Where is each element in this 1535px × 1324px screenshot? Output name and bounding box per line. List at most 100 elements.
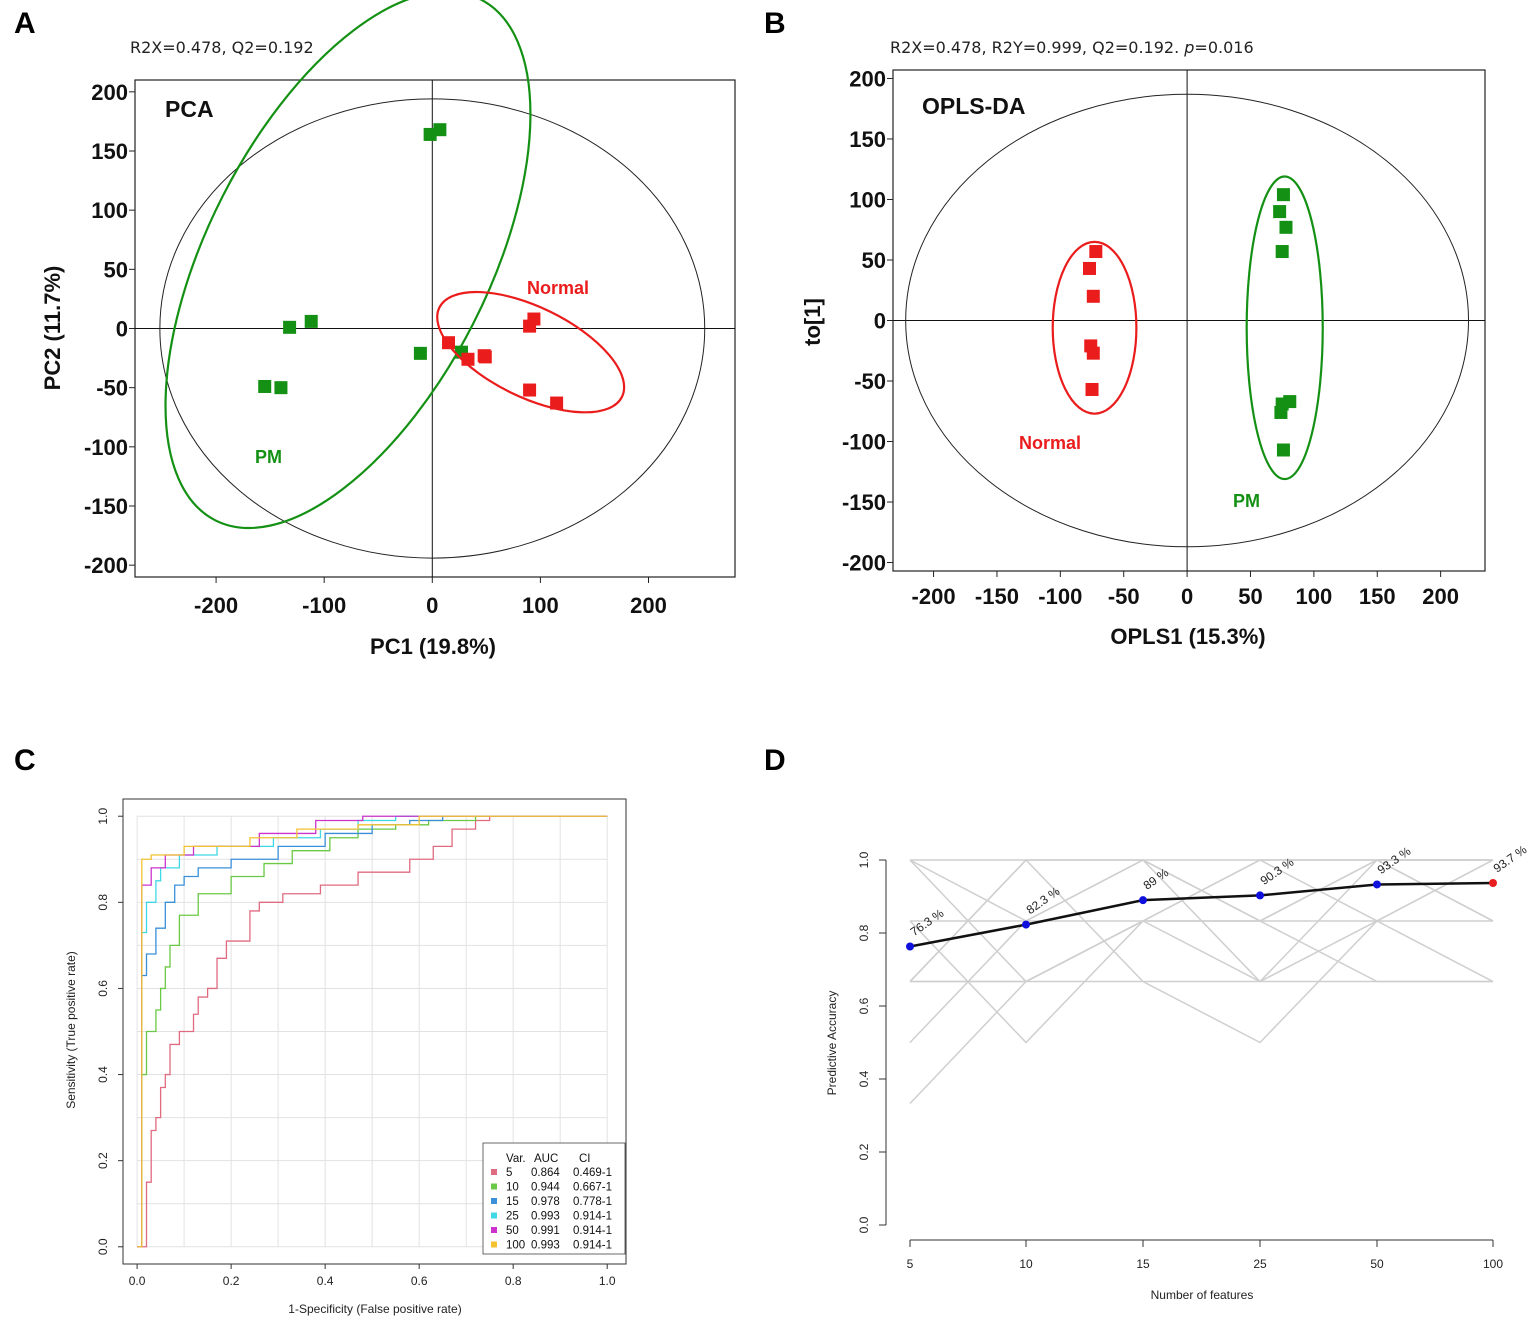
- oplsda-y-tick-label: -100: [842, 430, 886, 455]
- pca-normal-group-ellipse: [436, 290, 626, 414]
- oplsda-x-tick-label: 200: [1422, 584, 1459, 609]
- accuracy-value-label: 89 %: [1141, 865, 1172, 892]
- legend-auc-50: 0.991: [531, 1225, 560, 1237]
- legend-ci-15: 0.778-1: [573, 1196, 612, 1208]
- accuracy-y-tick-label: 0.6: [857, 997, 871, 1014]
- pca-x-tick-label: 100: [522, 593, 559, 618]
- cv-run-line: [909, 859, 1493, 1044]
- pca-normal-group-label: Normal: [527, 278, 589, 298]
- roc-y-tick-label: 0.2: [96, 1152, 110, 1169]
- pca-y-tick-label: 0: [116, 317, 128, 342]
- accuracy-x-tick-label: 10: [1019, 1257, 1033, 1271]
- accuracy-y-axis-label: Predictive Accuracy: [825, 991, 839, 1096]
- legend-header-ci: CI: [579, 1153, 591, 1165]
- oplsda-y-tick-label: -50: [854, 369, 886, 394]
- oplsda-x-tick-label: 100: [1296, 584, 1333, 609]
- mean-accuracy-line: [909, 881, 1494, 948]
- pca-y-tick-label: 150: [91, 139, 128, 164]
- pca-x-tick-label: -200: [194, 593, 238, 618]
- oplsda-normal-group-label: Normal: [1019, 433, 1081, 453]
- oplsda-pm-group-label: PM: [1233, 491, 1260, 511]
- cv-run-line: [909, 859, 1493, 983]
- oplsda-stats: R2X=0.478, R2Y=0.999, Q2=0.192. p=0.016: [890, 38, 1254, 57]
- roc-x-axis-label: 1-Specificity (False positive rate): [288, 1302, 461, 1316]
- oplsda-normal-point: [1082, 261, 1096, 275]
- legend-swatch-100: [491, 1241, 497, 1248]
- oplsda-x-tick-label: 0: [1181, 584, 1193, 609]
- pca-pm-point: [304, 314, 318, 328]
- pca-normal-point: [478, 350, 492, 364]
- oplsda-normal-point: [1086, 346, 1100, 360]
- oplsda-normal-point: [1086, 289, 1100, 303]
- accuracy-point: [1256, 891, 1264, 900]
- panel-letter-d: D: [764, 744, 786, 777]
- legend-var-100: 100: [506, 1240, 525, 1252]
- oplsda-y-tick-label: 50: [862, 248, 886, 273]
- legend-ci-50: 0.914-1: [573, 1225, 612, 1237]
- pca-normal-point: [527, 312, 541, 326]
- panel-letter-a: A: [14, 7, 36, 40]
- roc-plot-frame: [122, 798, 627, 1265]
- accuracy-y-tick-label: 0.4: [857, 1070, 871, 1087]
- roc-y-tick-label: 0.0: [96, 1238, 110, 1255]
- accuracy-x-tick-label: 5: [907, 1257, 914, 1271]
- oplsda-title: OPLS-DA: [922, 93, 1026, 119]
- oplsda-y-tick-label: -200: [842, 551, 886, 576]
- oplsda-x-tick-label: 50: [1238, 584, 1262, 609]
- accuracy-y-tick-label: 1.0: [857, 851, 871, 868]
- pca-x-tick-label: 200: [630, 593, 667, 618]
- roc-y-tick-label: 0.6: [96, 980, 110, 997]
- roc-curve-10-variables: [137, 815, 608, 1248]
- oplsda-pm-group-ellipse: [1245, 175, 1324, 481]
- roc-curve-100-variables: [137, 815, 608, 1248]
- legend-var-50: 50: [506, 1225, 519, 1237]
- pca-pm-group-label: PM: [255, 447, 282, 467]
- roc-legend-box: [482, 1142, 626, 1255]
- accuracy-x-tick-label: 50: [1370, 1257, 1384, 1271]
- best-accuracy-point: [1489, 878, 1497, 887]
- pca-x-tick-label: 0: [426, 593, 438, 618]
- roc-curve-50-variables: [137, 815, 608, 1248]
- oplsda-x-axis-label: OPLS1 (15.3%): [1110, 624, 1265, 649]
- legend-header-var: Var.: [506, 1153, 526, 1165]
- pca-normal-point: [461, 352, 475, 366]
- legend-ci-10: 0.667-1: [573, 1182, 612, 1194]
- pca-score-plot: R2X=0.478, Q2=0.192 PCA -200 -100 0 100 200 2…: [40, 0, 736, 659]
- accuracy-value-label: 76.3 %: [908, 906, 947, 939]
- legend-swatch-15: [491, 1198, 497, 1204]
- legend-var-10: 10: [506, 1182, 519, 1194]
- legend-auc-100: 0.993: [531, 1240, 560, 1252]
- oplsda-pm-point: [1274, 405, 1288, 419]
- legend-auc-5: 0.864: [531, 1167, 560, 1179]
- pca-y-tick-label: -100: [84, 435, 128, 460]
- oplsda-hotelling-ellipse: [905, 93, 1470, 548]
- pca-y-tick-label: -200: [84, 553, 128, 578]
- roc-legend: Var. AUC CI 5 0.864 0.469-1 10 0.944 0.667-1 1…: [482, 1142, 626, 1255]
- accuracy-y-tick-label: 0.2: [857, 1143, 871, 1160]
- legend-var-15: 15: [506, 1196, 519, 1208]
- pca-x-axis-label: PC1 (19.8%): [370, 634, 496, 659]
- accuracy-x-tick-label: 15: [1136, 1257, 1150, 1271]
- roc-y-tick-label: 0.4: [96, 1066, 110, 1083]
- oplsda-normal-point: [1089, 245, 1103, 259]
- pca-pm-point: [283, 320, 297, 334]
- oplsda-pm-point: [1276, 188, 1290, 202]
- oplsda-x-tick-label: -50: [1108, 584, 1140, 609]
- roc-curve-plot: 0.0 0.2 0.4 0.6 0.8 1.0 0.0 0.2 0.4 0.6 0.8 1.0 Var…: [64, 798, 627, 1316]
- legend-ci-5: 0.469-1: [573, 1167, 612, 1179]
- roc-y-tick-label: 0.8: [96, 894, 110, 911]
- legend-ci-100: 0.914-1: [573, 1240, 612, 1252]
- panel-letter-b: B: [764, 7, 786, 40]
- roc-x-tick-label: 0.4: [317, 1274, 334, 1288]
- roc-x-tick-label: 0.2: [223, 1274, 240, 1288]
- pca-pm-point: [413, 346, 427, 360]
- oplsda-pm-point: [1279, 220, 1293, 234]
- oplsda-y-tick-label: 150: [849, 127, 886, 152]
- oplsda-y-axis-label: to[1]: [800, 298, 825, 346]
- accuracy-y-tick-label: 0.8: [857, 924, 871, 941]
- roc-x-tick-label: 1.0: [599, 1274, 616, 1288]
- legend-auc-10: 0.944: [531, 1182, 560, 1194]
- roc-x-tick-label: 0.8: [505, 1274, 522, 1288]
- pca-normal-point: [442, 336, 456, 350]
- pca-pm-point: [274, 381, 288, 395]
